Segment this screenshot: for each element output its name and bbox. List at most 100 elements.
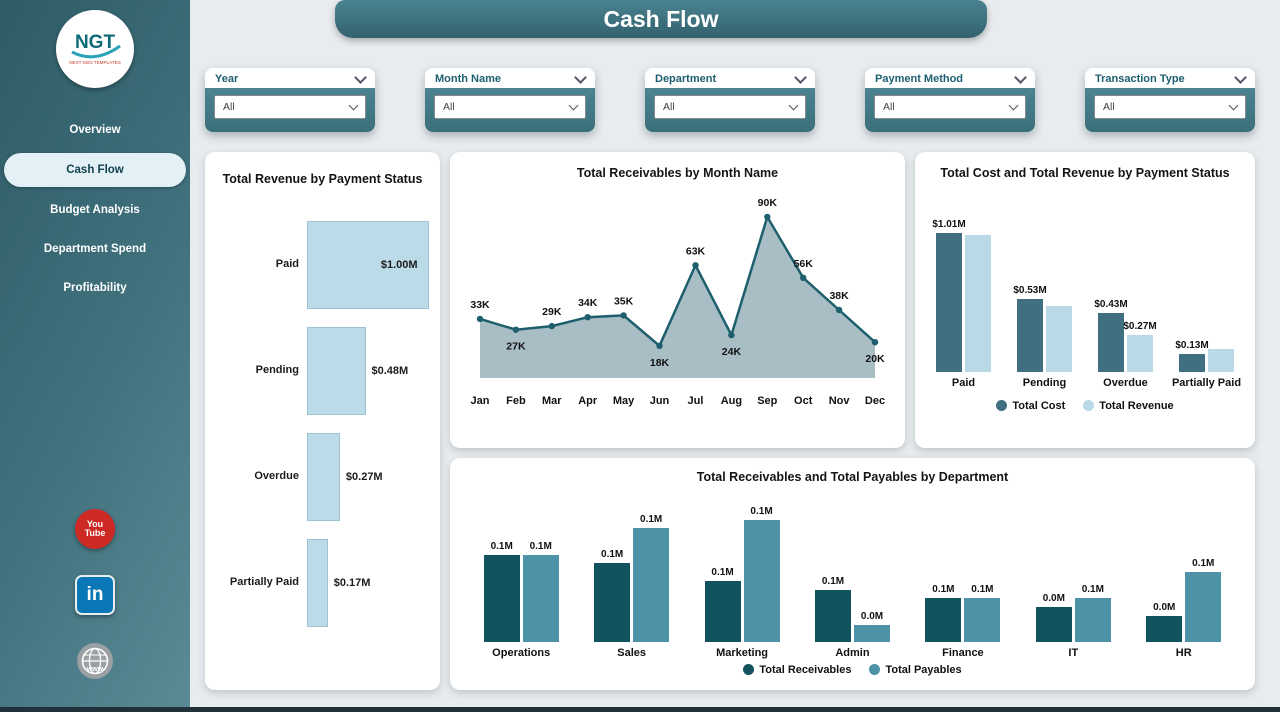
category-label: Operations — [492, 647, 551, 659]
filter-department-dropdown[interactable]: All — [654, 95, 806, 119]
category-label: Partially Paid — [229, 576, 299, 589]
filter-body: All — [1085, 88, 1255, 132]
data-label: 63K — [686, 245, 706, 257]
data-label: 34K — [578, 297, 598, 309]
filter-payment-method-header[interactable]: Payment Method — [865, 68, 1035, 88]
bar[interactable]: 0.1M — [964, 584, 1001, 642]
bar[interactable] — [1046, 306, 1072, 372]
category-label: Pending — [255, 364, 299, 377]
sidebar-item-budget-analysis[interactable]: Budget Analysis — [50, 204, 140, 216]
bar[interactable] — [307, 221, 429, 309]
sidebar-item-profitability[interactable]: Profitability — [63, 282, 127, 294]
linkedin-icon[interactable]: in — [75, 575, 115, 615]
bar[interactable] — [307, 327, 366, 415]
category-label: IT — [1068, 647, 1079, 659]
youtube-text-bottom: Tube — [84, 528, 106, 538]
bar[interactable]: 0.1M — [594, 549, 631, 642]
bar[interactable]: 0.0M — [1146, 602, 1183, 642]
bar[interactable]: 0.1M — [743, 506, 780, 642]
data-point[interactable] — [692, 262, 699, 269]
column-group: $1.01M Paid — [923, 214, 1004, 390]
data-point[interactable] — [728, 331, 735, 339]
filter-department-header[interactable]: Department — [645, 68, 815, 88]
bar[interactable]: 0.1M — [814, 576, 851, 642]
legend-dot — [869, 664, 881, 676]
bar[interactable]: 0.1M — [1185, 558, 1222, 642]
data-point[interactable] — [764, 213, 771, 221]
bar[interactable]: 0.1M — [633, 514, 670, 642]
chevron-down-icon — [574, 71, 587, 84]
data-label: 0.1M — [1081, 584, 1104, 596]
bar[interactable]: 0.1M — [522, 541, 559, 642]
data-point[interactable] — [835, 306, 843, 314]
filter-label: Month Name — [435, 73, 501, 85]
bar[interactable]: $0.13M — [1175, 340, 1209, 372]
bar[interactable]: $1.01M — [932, 219, 966, 372]
data-point[interactable] — [584, 314, 591, 321]
bar[interactable] — [307, 539, 328, 627]
bar[interactable] — [1208, 348, 1234, 372]
chevron-down-icon — [1234, 71, 1247, 84]
category-label: Sales — [617, 647, 646, 659]
bar[interactable] — [307, 433, 340, 521]
data-label: $0.17M — [333, 577, 371, 589]
bar[interactable] — [965, 234, 991, 372]
bar[interactable]: 0.1M — [1074, 584, 1111, 642]
column-group: 0.0M 0.1M HR — [1129, 502, 1239, 660]
bar[interactable]: $0.27M — [1123, 321, 1157, 372]
filter-label: Payment Method — [875, 73, 964, 85]
chart-title: Total Receivables by Month Name — [576, 166, 779, 180]
legend-label: Total Revenue — [1099, 399, 1174, 412]
filter-month-dropdown[interactable]: All — [434, 95, 586, 119]
chevron-down-icon — [348, 100, 359, 111]
bar[interactable]: 0.1M — [925, 584, 962, 642]
website-globe-icon[interactable]: www — [75, 641, 115, 686]
sidebar-item-overview[interactable]: Overview — [69, 124, 121, 136]
bar[interactable]: 0.1M — [483, 541, 520, 642]
card-receivables-payables-by-department: Total Receivables and Total Payables by … — [450, 458, 1255, 690]
data-point[interactable] — [620, 312, 627, 319]
bar[interactable]: $0.43M — [1094, 299, 1128, 372]
filter-transaction-type-header[interactable]: Transaction Type — [1085, 68, 1255, 88]
column-group: 0.1M 0.1M Marketing — [687, 502, 797, 660]
data-point[interactable] — [800, 274, 807, 281]
bar[interactable]: 0.0M — [853, 611, 890, 642]
bar[interactable]: 0.1M — [704, 567, 741, 642]
area-chart-canvas: 33K 27K 29K 34K 35K 18K 63K 24K 90K 56K 38K 20K Jan F… — [470, 197, 885, 407]
data-point[interactable] — [656, 342, 663, 349]
youtube-icon[interactable]: You Tube — [75, 509, 115, 549]
filter-year-dropdown[interactable]: All — [214, 95, 366, 119]
data-label: 0.1M — [1192, 558, 1215, 569]
data-point[interactable] — [476, 315, 484, 323]
linkedin-text: in — [86, 584, 104, 605]
column-group: 0.1M 0.1M Finance — [908, 502, 1018, 660]
data-point[interactable] — [871, 339, 879, 346]
filter-transaction-type-dropdown[interactable]: All — [1094, 95, 1246, 119]
filter-payment-method-dropdown[interactable]: All — [874, 95, 1026, 119]
filter-body: All — [205, 88, 375, 132]
filter-year-header[interactable]: Year — [205, 68, 375, 88]
chevron-down-icon — [354, 71, 367, 84]
category-label: HR — [1175, 647, 1192, 659]
sidebar-nav: Overview Cash Flow Budget Analysis Depar… — [0, 114, 190, 304]
filter-department: Department All — [645, 68, 815, 132]
filter-label: Department — [655, 73, 717, 85]
bar[interactable]: $0.53M — [1013, 285, 1047, 372]
data-point[interactable] — [512, 326, 520, 333]
bar[interactable]: 0.0M — [1035, 593, 1072, 642]
data-label: 33K — [470, 299, 490, 311]
logo-text: NGT — [75, 32, 116, 53]
category-label: Paid — [951, 377, 976, 389]
data-label: $0.53M — [1013, 285, 1047, 297]
column-groups: $1.01M Paid $0.53M Pending $0.43M $0.27M Overd… — [915, 214, 1255, 390]
chevron-down-icon — [568, 100, 579, 111]
legend-item: Total Receivables — [743, 664, 851, 676]
filter-month-header[interactable]: Month Name — [425, 68, 595, 88]
column-group: 0.0M 0.1M IT — [1018, 502, 1128, 660]
category-label: Partially Paid — [1171, 377, 1242, 389]
data-point[interactable] — [548, 322, 555, 330]
sidebar-item-department-spend[interactable]: Department Spend — [43, 243, 147, 255]
legend: Total Receivables Total Payables — [450, 664, 1255, 676]
category-label: Overdue — [1103, 377, 1148, 389]
sidebar-item-cash-flow[interactable]: Cash Flow — [4, 153, 186, 187]
